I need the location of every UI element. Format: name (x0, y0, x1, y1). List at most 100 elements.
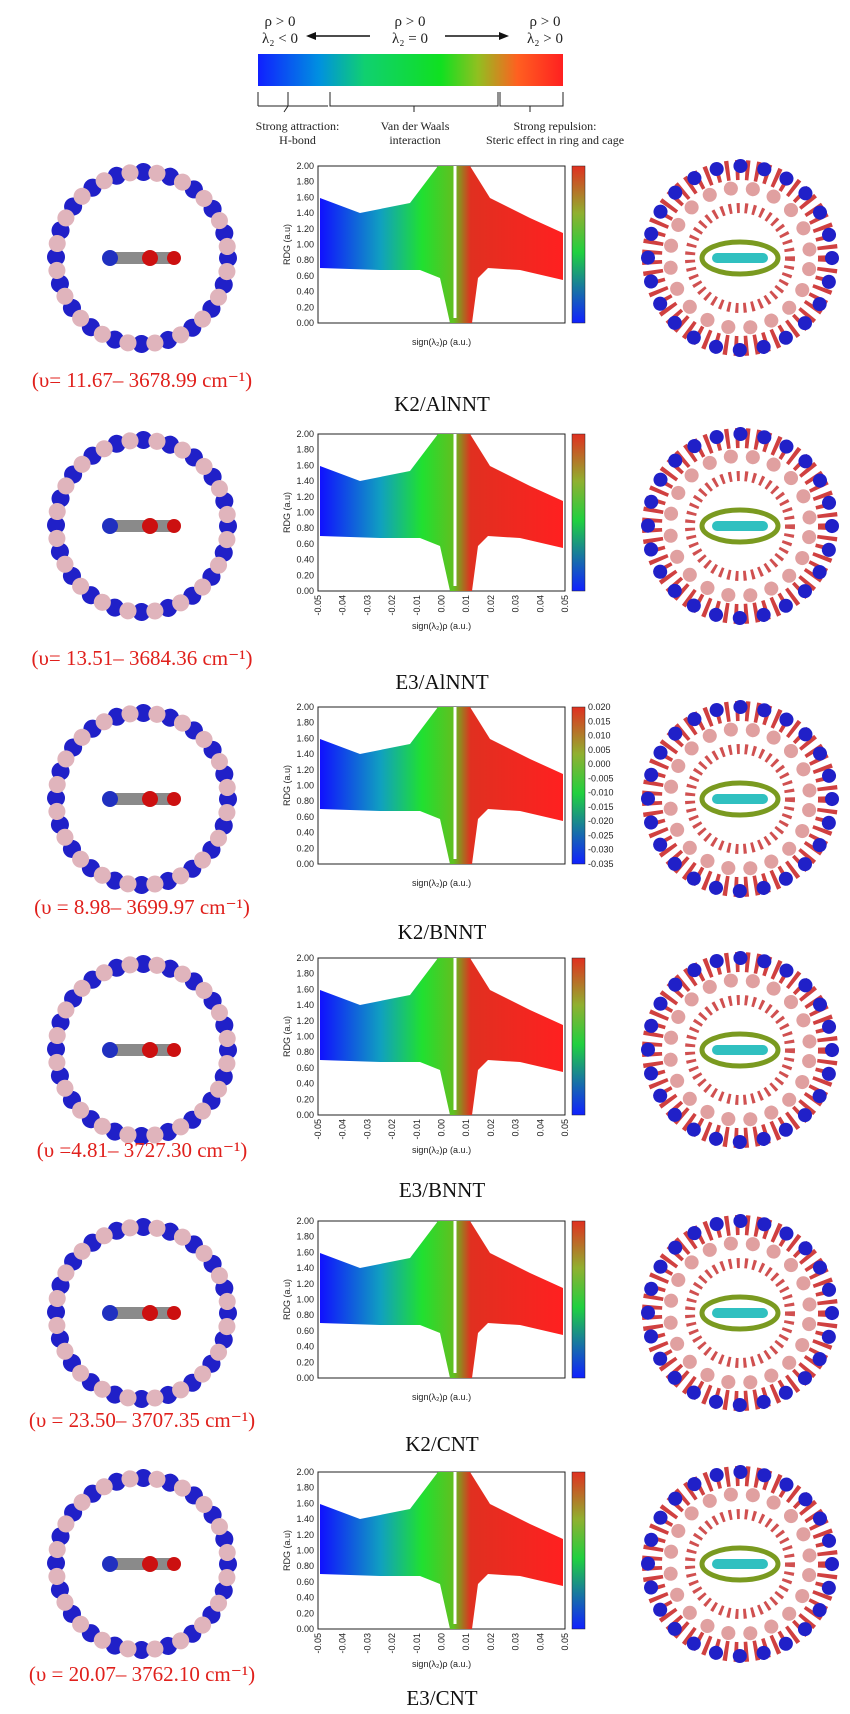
brace (500, 92, 563, 112)
frequency-range: (υ = 20.07– 3762.10 cm⁻¹) (0, 1662, 292, 1687)
guest-molecule (712, 1308, 768, 1318)
y-tick-label: 1.00 (296, 240, 314, 250)
y-tick-label: 2.00 (296, 161, 314, 171)
y-tick-label: 1.40 (296, 208, 314, 218)
y-axis-label: RDG (a.u) (282, 765, 292, 806)
y-tick-label: 0.00 (296, 318, 314, 328)
panel: 0.000.200.400.600.801.001.201.401.601.80… (0, 426, 850, 646)
y-tick-label: 1.80 (296, 718, 314, 728)
note-line: Van der Waals (365, 119, 465, 133)
panel-caption: E3/AlNNT (292, 670, 592, 695)
y-tick-label: 1.40 (296, 749, 314, 759)
y-tick-label: 0.80 (296, 1561, 314, 1571)
y-tick-label: 0.20 (296, 1357, 314, 1367)
x-axis-label: sign(λ₂)ρ (a.u.) (412, 878, 471, 888)
x-tick-label: 0.02 (486, 1119, 496, 1137)
atom (167, 519, 181, 533)
y-tick-label: 0.40 (296, 1593, 314, 1603)
frequency-range: (υ = 23.50– 3707.35 cm⁻¹) (0, 1408, 292, 1433)
y-tick-label: 0.80 (296, 255, 314, 265)
x-tick-label: 0.05 (560, 595, 570, 613)
y-tick-label: 1.00 (296, 1032, 314, 1042)
colorbar-label: 0.000 (588, 759, 611, 769)
colorbar (572, 1472, 585, 1629)
y-tick-label: 0.20 (296, 843, 314, 853)
atom (142, 791, 158, 807)
x-axis-label: sign(λ₂)ρ (a.u.) (412, 337, 471, 347)
y-tick-label: 0.00 (296, 1624, 314, 1634)
x-axis-label: sign(λ₂)ρ (a.u.) (412, 1659, 471, 1669)
colorbar-label: -0.010 (588, 788, 614, 798)
y-tick-label: 0.00 (296, 1110, 314, 1120)
y-tick-label: 1.40 (296, 1514, 314, 1524)
panel-graphic: 0.000.200.400.600.801.001.201.401.601.80… (0, 699, 850, 914)
atom (102, 791, 118, 807)
y-tick-label: 1.40 (296, 476, 314, 486)
y-tick-label: 1.40 (296, 1263, 314, 1273)
panel: 0.000.200.400.600.801.001.201.401.601.80… (0, 950, 850, 1170)
y-tick-label: 2.00 (296, 1216, 314, 1226)
vdw-note: Van der Waalsinteraction (365, 119, 465, 147)
panel-caption: E3/CNT (292, 1686, 592, 1711)
x-axis-label: sign(λ₂)ρ (a.u.) (412, 1145, 471, 1155)
y-tick-label: 1.00 (296, 1546, 314, 1556)
y-axis-label: RDG (a.u) (282, 1279, 292, 1320)
y-tick-label: 0.20 (296, 302, 314, 312)
x-tick-label: 0.00 (437, 595, 447, 613)
y-tick-label: 0.40 (296, 287, 314, 297)
panel: 0.000.200.400.600.801.001.201.401.601.80… (0, 1464, 850, 1684)
x-tick-label: 0.04 (535, 1633, 545, 1651)
x-tick-label: -0.05 (313, 1119, 323, 1140)
y-tick-label: 0.60 (296, 1326, 314, 1336)
y-tick-label: 1.60 (296, 1498, 314, 1508)
y-tick-label: 1.20 (296, 1279, 314, 1289)
y-tick-label: 1.40 (296, 1000, 314, 1010)
atom (102, 518, 118, 534)
x-tick-label: -0.03 (362, 1119, 372, 1140)
arrow-head (306, 32, 316, 40)
y-tick-label: 1.20 (296, 224, 314, 234)
y-tick-label: 1.60 (296, 733, 314, 743)
x-tick-label: 0.04 (535, 595, 545, 613)
frequency-range: (υ= 11.67– 3678.99 cm⁻¹) (0, 368, 292, 393)
x-tick-label: 0.05 (560, 1119, 570, 1137)
y-tick-label: 2.00 (296, 953, 314, 963)
atom (102, 1305, 118, 1321)
y-tick-label: 1.20 (296, 1016, 314, 1026)
colorbar-label: 0.020 (588, 702, 611, 712)
y-tick-label: 1.80 (296, 177, 314, 187)
y-axis-label: RDG (a.u) (282, 224, 292, 265)
colorbar-label: -0.035 (588, 859, 614, 869)
y-tick-label: 0.40 (296, 828, 314, 838)
y-tick-label: 0.60 (296, 1063, 314, 1073)
x-tick-label: 0.05 (560, 1633, 570, 1651)
x-axis-label: sign(λ₂)ρ (a.u.) (412, 621, 471, 631)
atom (102, 250, 118, 266)
atom (167, 792, 181, 806)
x-tick-label: -0.01 (412, 1119, 422, 1140)
atom (167, 1043, 181, 1057)
y-axis-label: RDG (a.u) (282, 1530, 292, 1571)
colorbar-label: 0.005 (588, 745, 611, 755)
guest-molecule (712, 1045, 768, 1055)
x-tick-label: -0.01 (412, 595, 422, 616)
x-tick-label: -0.02 (387, 595, 397, 616)
panel-caption: K2/BNNT (292, 920, 592, 945)
panel-graphic: 0.000.200.400.600.801.001.201.401.601.80… (0, 426, 850, 641)
panel-caption: E3/BNNT (292, 1178, 592, 1203)
y-tick-label: 1.20 (296, 765, 314, 775)
y-tick-label: 0.40 (296, 555, 314, 565)
x-tick-label: 0.00 (437, 1119, 447, 1137)
x-tick-label: -0.02 (387, 1119, 397, 1140)
atom (142, 250, 158, 266)
y-tick-label: 0.20 (296, 570, 314, 580)
x-tick-label: -0.04 (338, 1119, 348, 1140)
atom (167, 251, 181, 265)
colorbar-label: -0.020 (588, 816, 614, 826)
y-tick-label: 0.60 (296, 271, 314, 281)
y-tick-label: 0.00 (296, 859, 314, 869)
brace (330, 92, 498, 112)
guest-molecule (712, 521, 768, 531)
